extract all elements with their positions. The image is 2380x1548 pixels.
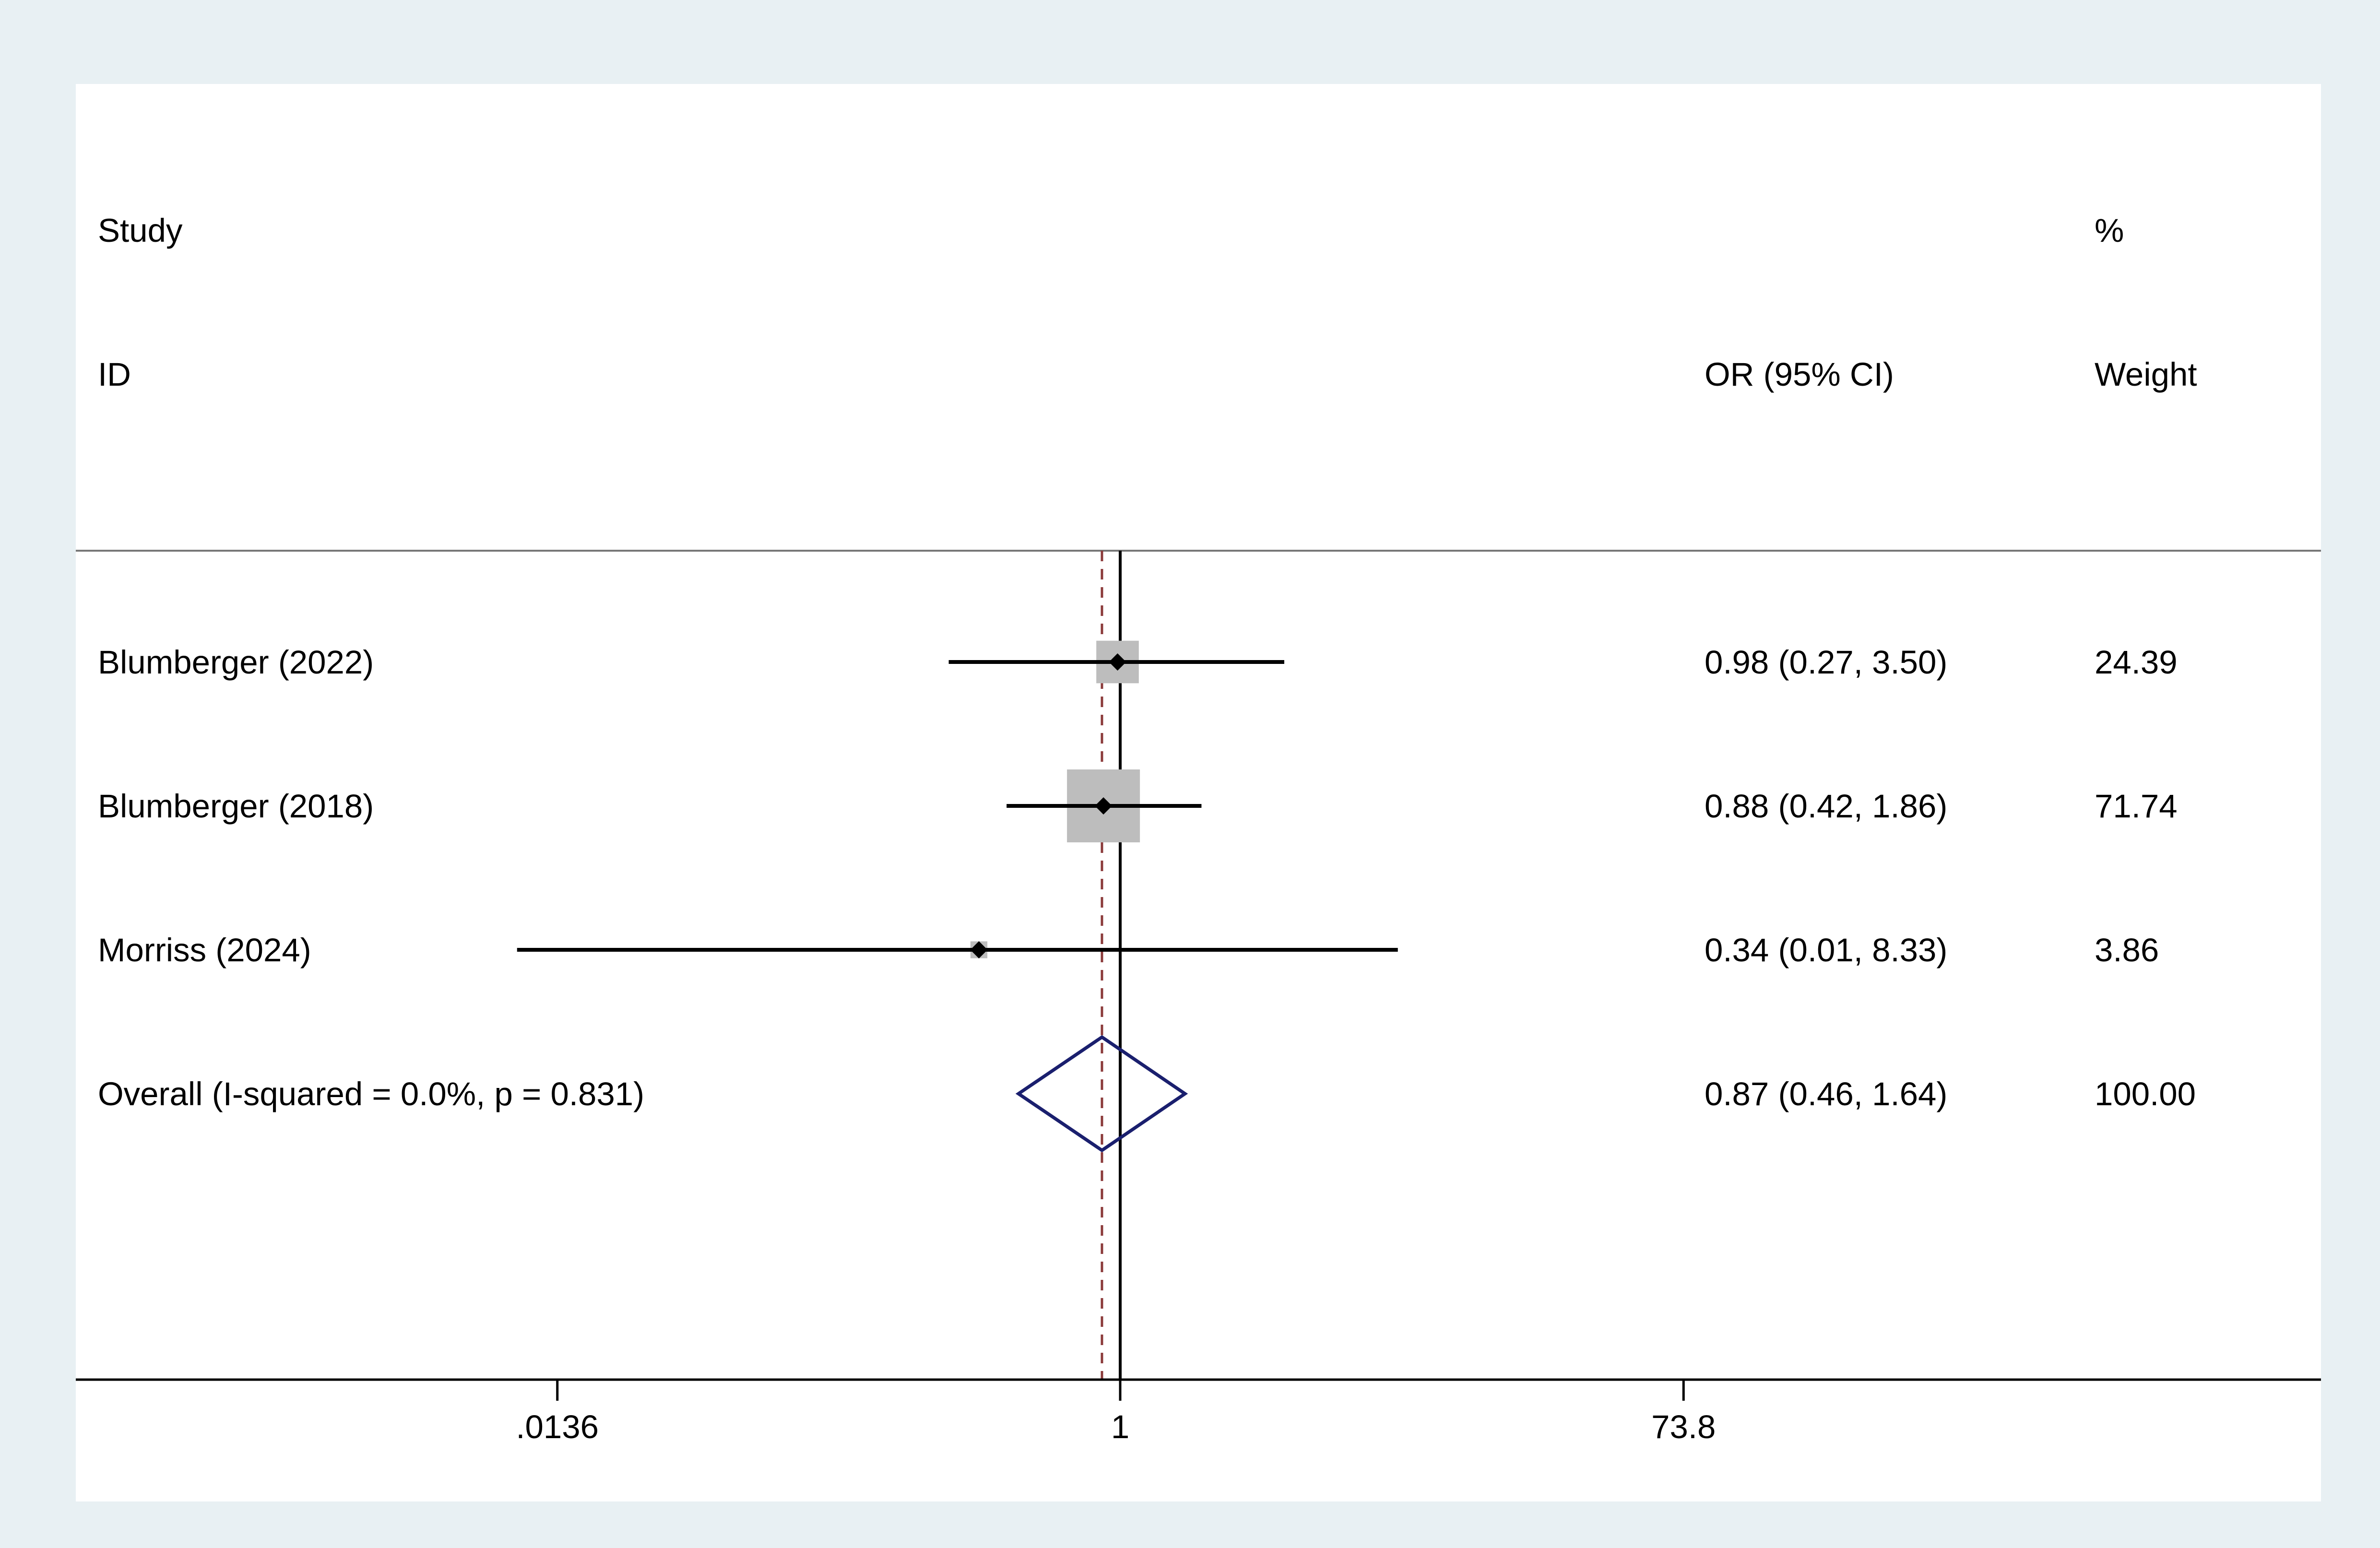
header-percent: % [2095,212,2124,249]
weight-text: 71.74 [2095,788,2178,825]
overall-diamond [1015,1035,1188,1153]
plot-area [76,84,2321,1501]
ci-text: 0.88 (0.42, 1.86) [1705,788,1947,825]
header-id: ID [98,356,131,393]
ci-text: 0.98 (0.27, 3.50) [1705,644,1947,681]
overall-row: Overall (I-squared = 0.0%, p = 0.831) 0.8… [98,1035,2196,1153]
point-estimate [970,941,988,958]
study-row: Blumberger (2018) 0.88 (0.42, 1.86) 71.74 [98,769,2178,842]
overall-label: Overall (I-squared = 0.0%, p = 0.831) [98,1075,644,1112]
header-weight: Weight [2095,356,2197,393]
weight-text: 3.86 [2095,932,2159,969]
ci-text: 0.34 (0.01, 8.33) [1705,932,1947,969]
study-row: Morriss (2024) 0.34 (0.01, 8.33) 3.86 [98,932,2159,969]
header-study: Study [98,212,183,249]
study-label: Blumberger (2022) [98,644,374,681]
overall-ci-text: 0.87 (0.46, 1.64) [1705,1075,1947,1112]
point-estimate [1109,653,1126,671]
study-label: Blumberger (2018) [98,788,374,825]
x-tick-label: 1 [1111,1408,1129,1445]
study-row: Blumberger (2022) 0.98 (0.27, 3.50) 24.39 [98,640,2178,684]
point-estimate [1095,797,1113,815]
study-label: Morriss (2024) [98,932,311,969]
header-effect: OR (95% CI) [1705,356,1894,393]
x-tick-label: 73.8 [1651,1408,1716,1445]
overall-weight-text: 100.00 [2095,1075,2196,1112]
x-tick-label: .0136 [516,1408,599,1445]
weight-text: 24.39 [2095,644,2178,681]
